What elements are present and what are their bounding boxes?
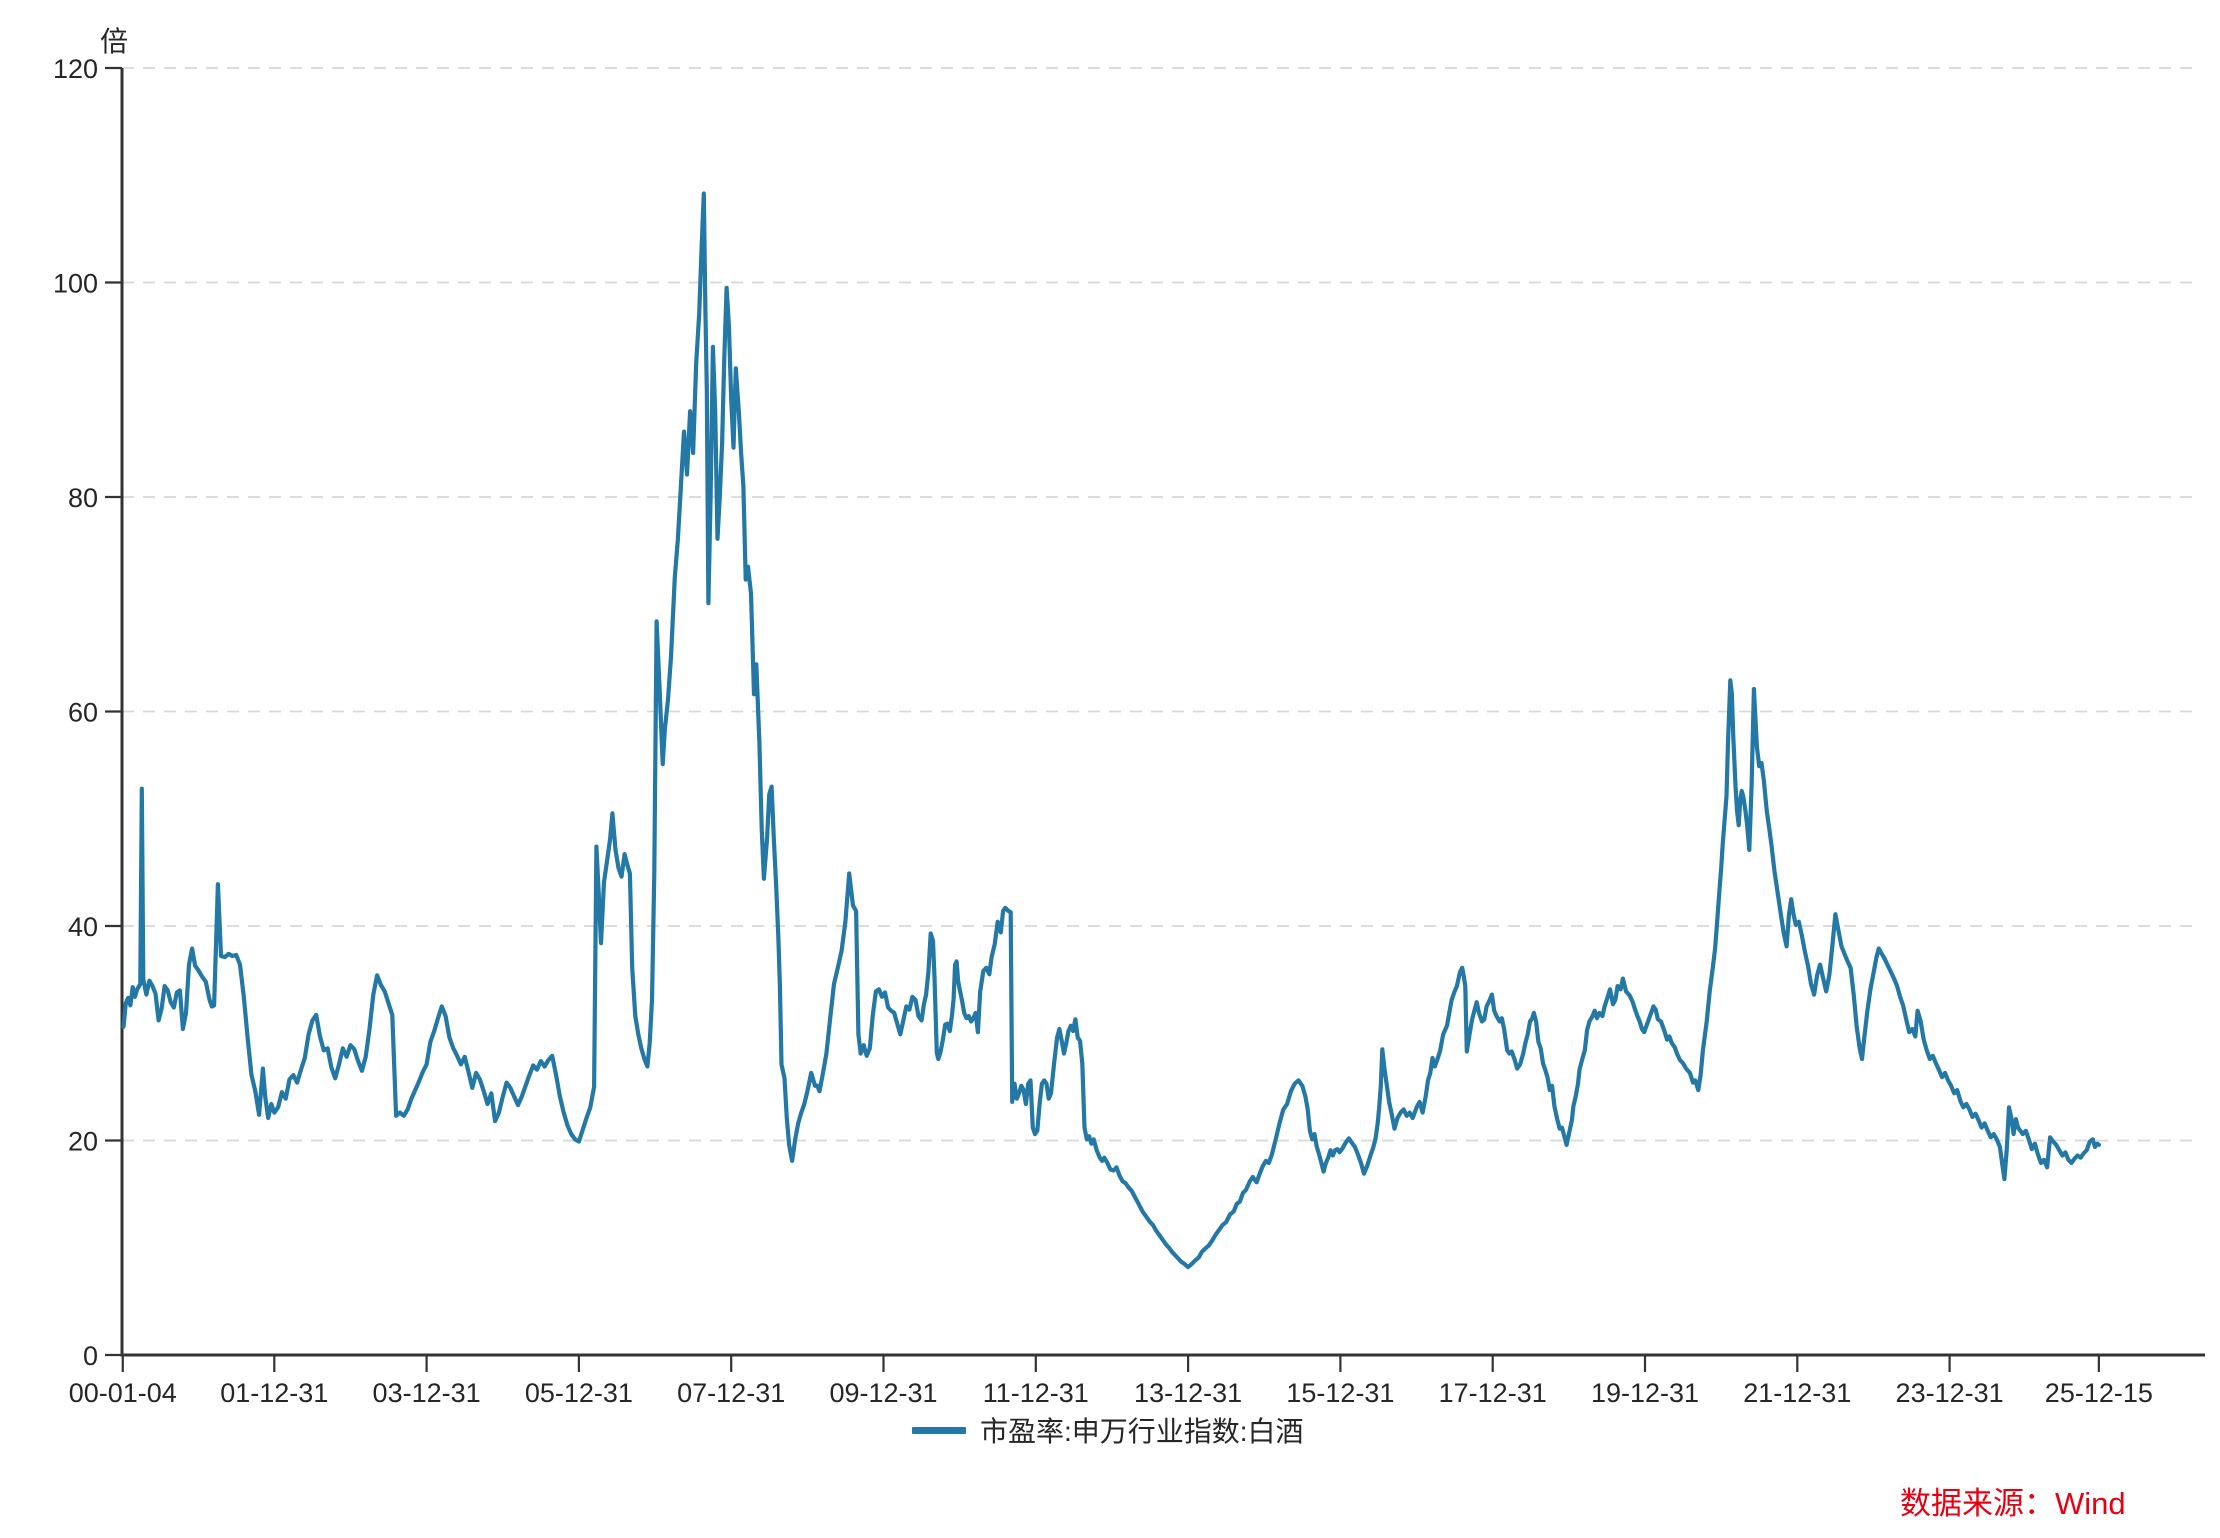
- y-tick-label: 40: [68, 912, 98, 942]
- x-tick-label: 11-12-31: [983, 1378, 1089, 1408]
- x-tick-label: 19-12-31: [1591, 1378, 1699, 1408]
- data-source-note: 数据来源：Wind: [1900, 1486, 2126, 1521]
- x-tick-label: 00-01-04: [69, 1378, 177, 1408]
- legend-line-swatch: [912, 1426, 966, 1434]
- legend-series-label: 市盈率:申万行业指数:白酒: [980, 1416, 1304, 1447]
- y-tick-label: 80: [68, 483, 98, 513]
- x-tick-label: 07-12-31: [677, 1378, 785, 1408]
- x-tick-label: 15-12-31: [1286, 1378, 1394, 1408]
- x-tick-label: 23-12-31: [1896, 1378, 2004, 1408]
- legend: 市盈率:申万行业指数:白酒: [912, 1410, 1304, 1450]
- x-tick-label: 17-12-31: [1439, 1378, 1547, 1408]
- x-tick-label: 25-12-15: [2045, 1378, 2153, 1408]
- y-tick-label: 0: [83, 1341, 98, 1371]
- x-tick-label: 03-12-31: [373, 1378, 481, 1408]
- y-tick-label: 60: [68, 698, 98, 728]
- x-tick-label: 05-12-31: [525, 1378, 633, 1408]
- x-tick-label: 01-12-31: [220, 1378, 328, 1408]
- y-tick-label: 20: [68, 1127, 98, 1157]
- y-axis-unit-label: 倍: [100, 26, 129, 57]
- y-tick-label: 120: [53, 54, 98, 84]
- x-tick-label: 09-12-31: [829, 1378, 937, 1408]
- y-tick-label: 100: [53, 269, 98, 299]
- x-tick-label: 21-12-31: [1743, 1378, 1851, 1408]
- x-tick-label: 13-12-31: [1134, 1378, 1242, 1408]
- pe-line-series: [121, 191, 2101, 1270]
